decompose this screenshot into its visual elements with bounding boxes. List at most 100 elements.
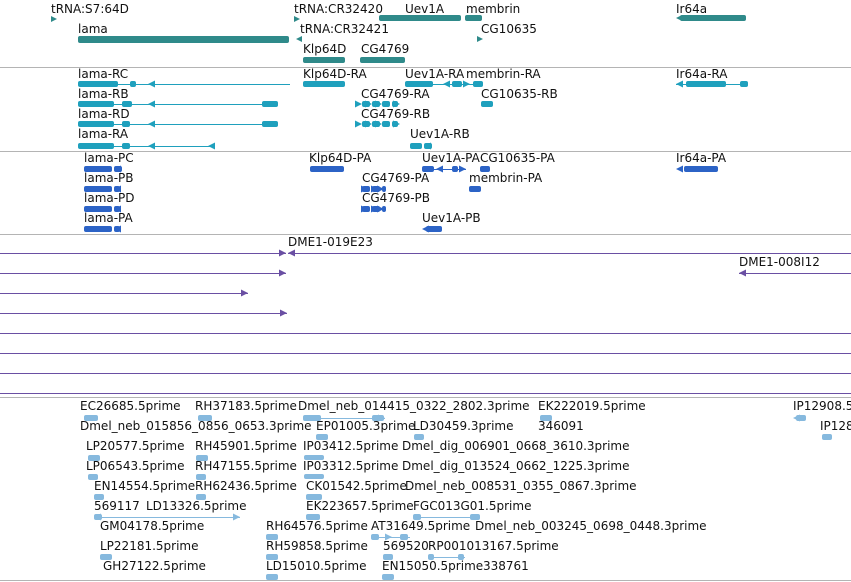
transcript-glyph-uev1a-rb-exon-0[interactable] (410, 143, 422, 149)
transcript-glyph-lama-rb-exon-1[interactable] (122, 101, 132, 107)
est-label-ip128[interactable]: IP128 (820, 419, 851, 433)
gene-glyph-cg4769-exon-0[interactable] (360, 57, 405, 63)
est-glyph-ip12908-5-exon-0[interactable] (796, 415, 806, 421)
est-label-dmel-dig-006901-0668-3610-3prime[interactable]: Dmel_dig_006901_0668_3610.3prime (402, 439, 630, 453)
est-glyph-ck01542-5prime-exon-0[interactable] (306, 494, 322, 500)
transcript-label-lama-rb[interactable]: lama-RB (78, 87, 129, 101)
gene-label-cg4769[interactable]: CG4769 (361, 42, 410, 56)
gene-label-lama[interactable]: lama (78, 22, 108, 36)
est-glyph-rp001013167-5prime-exon-0[interactable] (428, 554, 434, 560)
est-glyph-ip03312-5prime-exon-0[interactable] (304, 474, 324, 479)
protein-glyph-cg4769-pa-exon-0[interactable] (362, 186, 370, 192)
est-label-fgc013g01-5prime[interactable]: FGC013G01.5prime (413, 499, 532, 513)
transcript-glyph-lama-rd-exon-2[interactable] (262, 121, 278, 127)
transcript-glyph-cg4769-ra-arrow-0[interactable] (355, 100, 362, 108)
transcript-glyph-lama-rb-exon-0[interactable] (78, 101, 114, 107)
est-label-ep01005-3prime[interactable]: EP01005.3prime (316, 419, 416, 433)
transcript-glyph-membrin-ra-exon-0[interactable] (473, 81, 483, 87)
clone-label-dme1-008i12[interactable]: DME1-008I12 (739, 255, 820, 269)
gene-glyph-trna-cr32421-arrow-0[interactable] (296, 36, 302, 42)
est-glyph-fgc013g01-5prime-exon-1[interactable] (470, 514, 480, 520)
gene-glyph-lama-exon-0[interactable] (78, 36, 289, 43)
est-label-rh59858-5prime[interactable]: RH59858.5prime (266, 539, 368, 553)
transcript-glyph-lama-rd-exon-0[interactable] (78, 121, 114, 127)
est-glyph-ep01005-3prime-exon-0[interactable] (316, 434, 328, 440)
transcript-label-klp64d-ra[interactable]: Klp64D-RA (303, 67, 367, 81)
protein-glyph-uev1a-pa-exon-1[interactable] (452, 166, 458, 172)
est-glyph-dmel-neb-014415-0322-2802-3prime-exon-0[interactable] (303, 415, 321, 421)
est-glyph-at31649-5prime-exon-1[interactable] (400, 534, 408, 540)
transcript-glyph-cg4769-ra-exon-2[interactable] (382, 101, 390, 107)
gene-glyph-klp64d-exon-0[interactable] (303, 57, 345, 63)
est-glyph-en15050-5prime-exon-0[interactable] (382, 574, 394, 580)
est-label-346091[interactable]: 346091 (538, 419, 584, 433)
est-glyph-en14554-5prime-exon-0[interactable] (94, 494, 104, 500)
protein-glyph-lama-pd-exon-0[interactable] (84, 206, 112, 212)
protein-glyph-lama-pc-exon-0[interactable] (84, 166, 112, 172)
est-label-gm04178-5prime[interactable]: GM04178.5prime (100, 519, 205, 533)
transcript-label-uev1a-ra[interactable]: Uev1A-RA (405, 67, 465, 81)
protein-glyph-lama-pd-exon-1[interactable] (114, 206, 120, 212)
protein-glyph-lama-pa-exon-0[interactable] (84, 226, 112, 232)
est-glyph-rh62436-5prime-exon-0[interactable] (196, 494, 206, 500)
protein-glyph-lama-pc-exon-1[interactable] (114, 166, 122, 172)
protein-glyph-cg4769-pa-exon-1[interactable] (372, 186, 380, 192)
protein-glyph-lama-pb-exon-1[interactable] (114, 186, 120, 192)
transcript-glyph-lama-rd-exon-1[interactable] (122, 121, 130, 127)
est-glyph-ec26685-5prime-exon-0[interactable] (84, 415, 98, 421)
protein-glyph-lama-pa-exon-1[interactable] (114, 226, 120, 232)
est-label-338761[interactable]: 338761 (483, 559, 529, 573)
gene-glyph-cg10635-arrow-0[interactable] (477, 36, 483, 42)
transcript-glyph-lama-ra-exon-1[interactable] (122, 143, 130, 149)
protein-glyph-cg10635-pa-exon-0[interactable] (480, 166, 490, 172)
protein-glyph-cg4769-pb-exon-1[interactable] (372, 206, 380, 212)
gene-glyph-trna-cr32420-arrow-0[interactable] (294, 16, 300, 22)
gene-glyph-trna-s7-64d-arrow-0[interactable] (51, 16, 57, 22)
est-label-rp001013167-5prime[interactable]: RP001013167.5prime (428, 539, 559, 553)
est-label-ld30459-3prime[interactable]: LD30459.3prime (413, 419, 514, 433)
est-label-ip03312-5prime[interactable]: IP03312.5prime (303, 459, 399, 473)
protein-label-membrin-pa[interactable]: membrin-PA (469, 171, 543, 185)
est-label-ld13326-5prime[interactable]: LD13326.5prime (146, 499, 247, 513)
est-glyph-rh47155-5prime-exon-0[interactable] (196, 474, 206, 480)
est-glyph-ld15010-5prime-exon-0[interactable] (266, 574, 278, 580)
est-label-lp20577-5prime[interactable]: LP20577.5prime (86, 439, 185, 453)
est-label-lp22181-5prime[interactable]: LP22181.5prime (100, 539, 199, 553)
transcript-label-lama-rc[interactable]: lama-RC (78, 67, 129, 81)
protein-glyph-cg4769-pb-exon-2[interactable] (382, 206, 386, 212)
est-glyph-569520-exon-0[interactable] (383, 554, 393, 560)
protein-label-cg4769-pb[interactable]: CG4769-PB (362, 191, 431, 205)
protein-label-lama-pa[interactable]: lama-PA (84, 211, 133, 225)
gene-glyph-membrin-exon-0[interactable] (465, 15, 482, 21)
est-glyph-ld30459-3prime-exon-0[interactable] (414, 434, 424, 440)
est-glyph-lp06543-5prime-exon-0[interactable] (88, 474, 98, 480)
protein-label-ir64a-pa[interactable]: Ir64a-PA (676, 151, 727, 165)
transcript-label-lama-ra[interactable]: lama-RA (78, 127, 129, 141)
transcript-glyph-lama-ra-exon-0[interactable] (78, 143, 114, 149)
est-label-ip12908-5[interactable]: IP12908.5 (793, 399, 851, 413)
est-label-ip03412-5prime[interactable]: IP03412.5prime (303, 439, 399, 453)
transcript-glyph-cg10635-rb-exon-0[interactable] (481, 101, 493, 107)
protein-glyph-klp64d-pa-exon-0[interactable] (310, 166, 344, 172)
est-label-dmel-dig-013524-0662-1225-3prime[interactable]: Dmel_dig_013524_0662_1225.3prime (402, 459, 630, 473)
protein-label-lama-pc[interactable]: lama-PC (84, 151, 134, 165)
transcript-label-cg10635-rb[interactable]: CG10635-RB (481, 87, 558, 101)
transcript-glyph-uev1a-ra-exon-1[interactable] (452, 81, 462, 87)
protein-label-klp64d-pa[interactable]: Klp64D-PA (309, 151, 372, 165)
est-label-rh62436-5prime[interactable]: RH62436.5prime (195, 479, 297, 493)
est-glyph-ek223657-5prime-exon-0[interactable] (306, 514, 320, 520)
protein-glyph-lama-pb-exon-0[interactable] (84, 186, 112, 192)
transcript-glyph-uev1a-rb-exon-1[interactable] (424, 143, 432, 149)
protein-label-cg4769-pa[interactable]: CG4769-PA (362, 171, 430, 185)
gene-label-klp64d[interactable]: Klp64D (303, 42, 347, 56)
est-label-gh27122-5prime[interactable]: GH27122.5prime (103, 559, 206, 573)
est-glyph-at31649-5prime-exon-0[interactable] (371, 534, 379, 540)
est-label-at31649-5prime[interactable]: AT31649.5prime (371, 519, 471, 533)
est-glyph-rh37183-5prime-exon-0[interactable] (198, 415, 212, 421)
est-label-ld15010-5prime[interactable]: LD15010.5prime (266, 559, 367, 573)
est-label-en15050-5prime[interactable]: EN15050.5prime (382, 559, 484, 573)
gene-label-cg10635[interactable]: CG10635 (481, 22, 537, 36)
gene-glyph-ir64a-exon-0[interactable] (680, 15, 746, 21)
protein-glyph-ir64a-pa-exon-0[interactable] (684, 166, 718, 172)
est-glyph-569117-exon-0[interactable] (94, 514, 102, 520)
